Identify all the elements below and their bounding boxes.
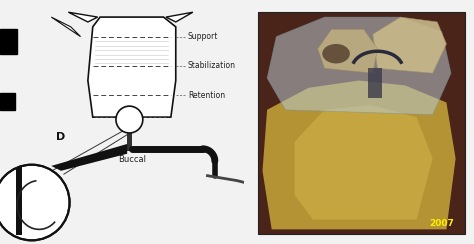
Bar <box>0 93 15 110</box>
Polygon shape <box>51 144 127 171</box>
Bar <box>368 68 382 98</box>
Polygon shape <box>51 17 81 37</box>
Polygon shape <box>295 105 433 220</box>
Polygon shape <box>68 12 98 22</box>
Bar <box>0 29 17 54</box>
Text: D: D <box>56 132 66 142</box>
Text: Buccal: Buccal <box>118 155 146 164</box>
Ellipse shape <box>322 44 350 63</box>
Circle shape <box>116 106 143 133</box>
Polygon shape <box>88 17 176 117</box>
Polygon shape <box>263 81 456 229</box>
Polygon shape <box>267 17 451 115</box>
Text: 2007: 2007 <box>429 219 454 228</box>
Circle shape <box>0 165 70 240</box>
Bar <box>127 132 132 151</box>
Polygon shape <box>373 17 447 73</box>
Bar <box>16 165 22 235</box>
Polygon shape <box>166 12 193 22</box>
Text: Retention: Retention <box>188 91 225 100</box>
Polygon shape <box>318 29 377 73</box>
Text: Support: Support <box>188 32 219 41</box>
Text: Stabilization: Stabilization <box>188 61 236 70</box>
